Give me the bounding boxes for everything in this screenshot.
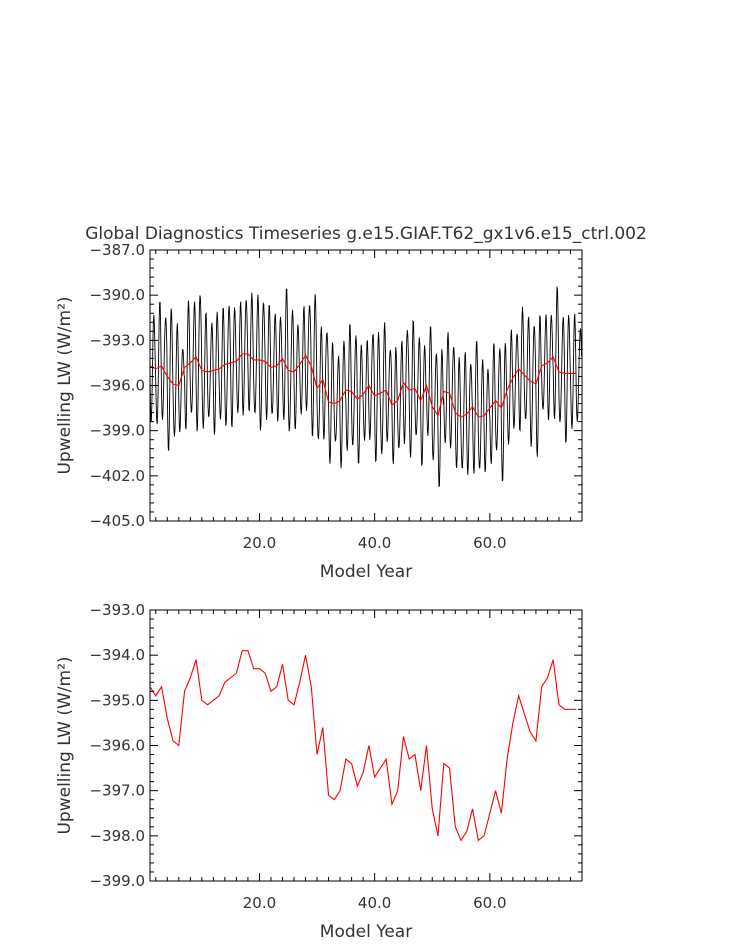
x-axis-label-bottom: Model Year [320, 922, 412, 942]
y-axis-label-top: Upwelling LW (W/m²) [55, 296, 75, 474]
plot-frame-bottom [149, 609, 583, 882]
y-axis-label-bottom: Upwelling LW (W/m²) [55, 656, 75, 834]
x-axis-label-top: Model Year [320, 562, 412, 582]
y-tick-label: −399.0 [89, 422, 145, 440]
chart-panel-top: −405.0 −402.0 −399.0 −396.0 −393.0 −390.0 −387… [55, 241, 583, 582]
y-tick-label: −390.0 [89, 286, 145, 304]
y-tick-label: −398.0 [89, 827, 145, 845]
x-tick-label: 40.0 [358, 894, 391, 912]
x-tick-label: 20.0 [243, 894, 276, 912]
series-line-annual [149, 353, 577, 418]
y-tick-label: −397.0 [89, 782, 145, 800]
series-line-monthly [149, 286, 582, 487]
series-line-annual [149, 650, 577, 842]
x-tick-label: 20.0 [243, 534, 276, 552]
x-tick-label: 60.0 [473, 534, 506, 552]
y-tick-label: −393.0 [89, 601, 145, 619]
y-tick-label: −387.0 [89, 241, 145, 259]
y-tick-label: −405.0 [89, 512, 145, 530]
y-tick-label: −394.0 [89, 646, 145, 664]
y-tick-label: −402.0 [89, 467, 145, 485]
y-tick-label: −399.0 [89, 872, 145, 890]
y-tick-label: −393.0 [89, 331, 145, 349]
y-tick-label: −396.0 [89, 377, 145, 395]
x-tick-label: 40.0 [358, 534, 391, 552]
y-tick-label: −395.0 [89, 691, 145, 709]
x-tick-label: 60.0 [473, 894, 506, 912]
y-tick-label: −396.0 [89, 737, 145, 755]
chart-panel-bottom: −399.0 −398.0 −397.0 −396.0 −395.0 −394.0 −393… [55, 601, 583, 942]
figure-title: Global Diagnostics Timeseries g.e15.GIAF… [85, 224, 647, 244]
